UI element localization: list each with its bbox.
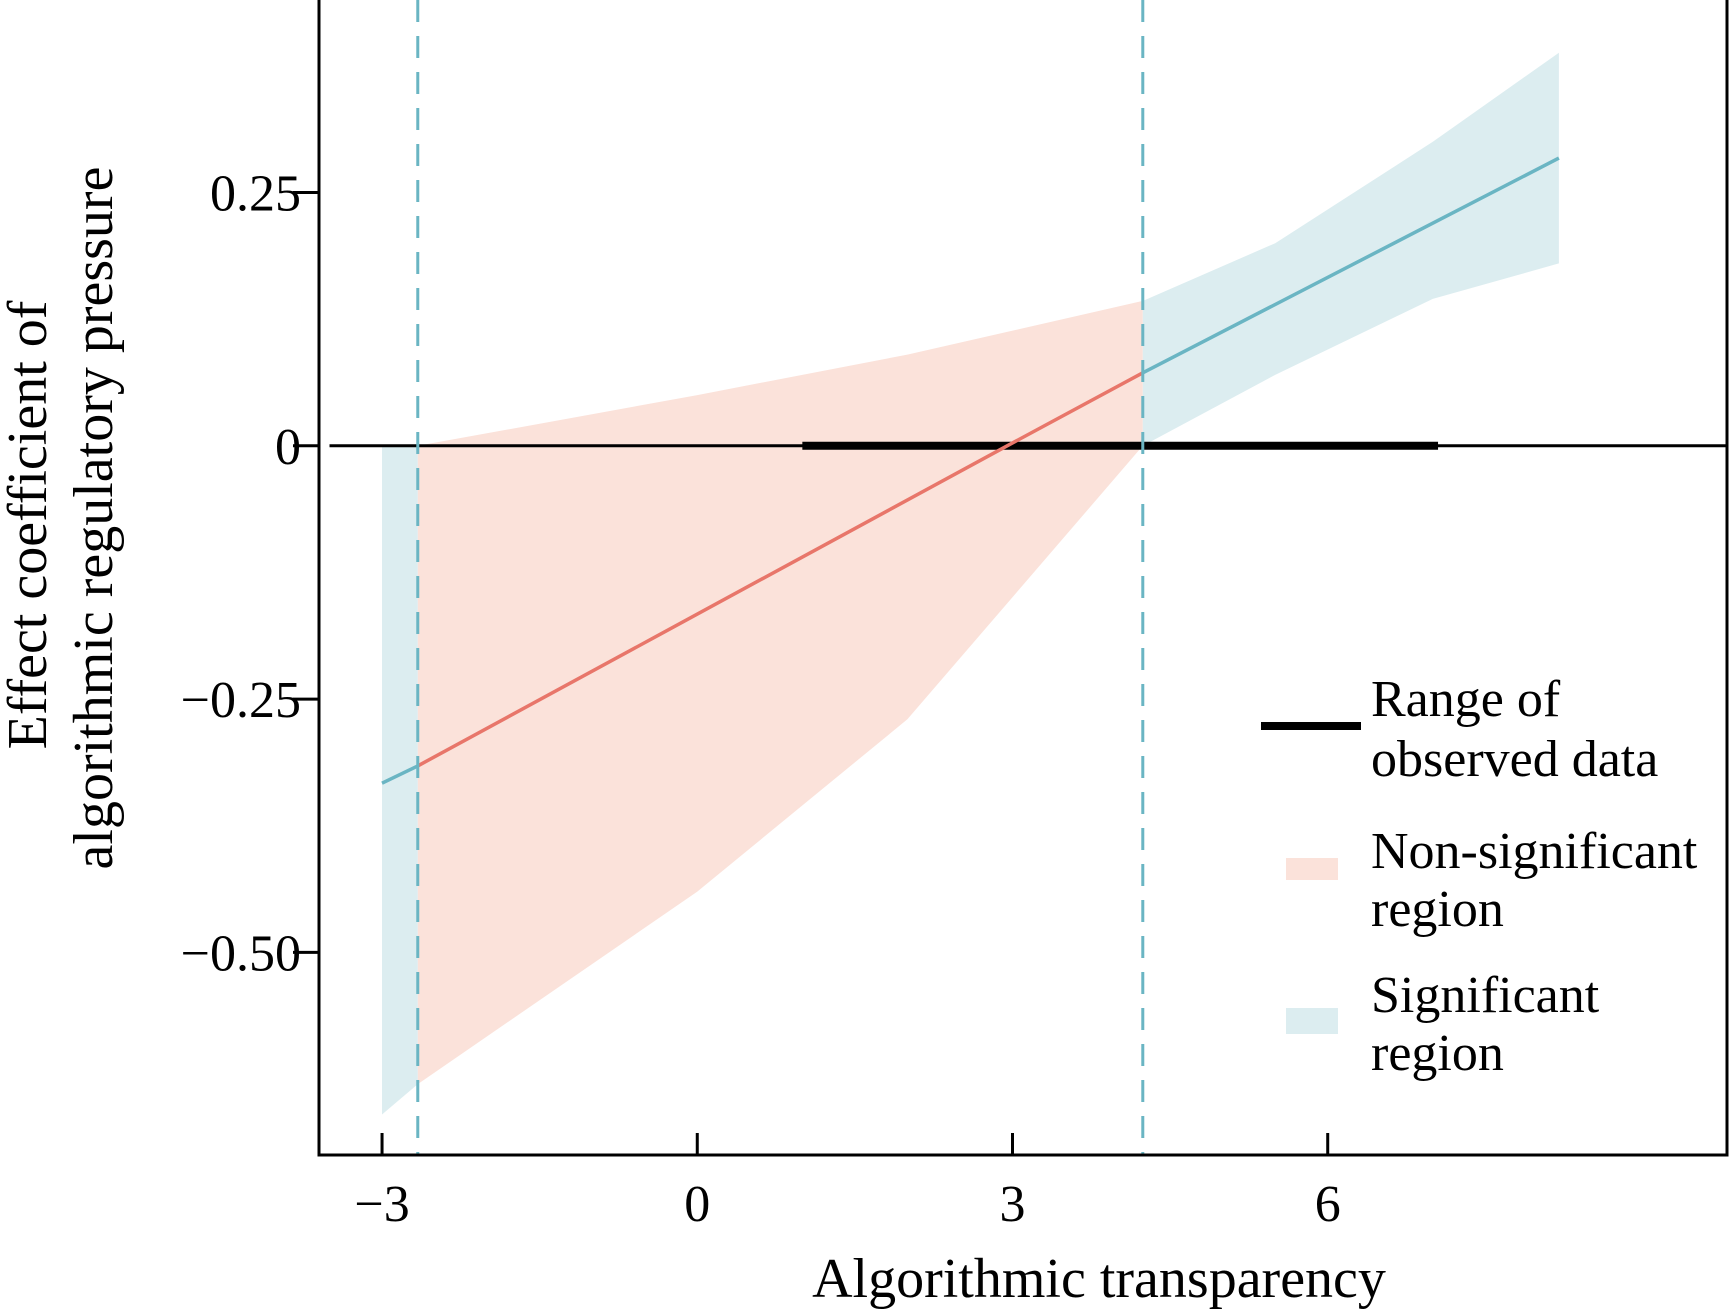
significant-region-right: [1142, 52, 1559, 446]
x-axis-label: Algorithmic transparency: [812, 1248, 1386, 1310]
effect-line-nonsignificant: [416, 371, 1144, 768]
legend-significant-line-1: Significant: [1371, 967, 1600, 1024]
x-tick-label: 3: [999, 1176, 1025, 1233]
effect-line-significant-left: [381, 764, 419, 785]
y-axis-label-line-2: algorithmic regulatory pressure: [63, 167, 125, 870]
axes: [317, 0, 1729, 1157]
y-tick-label: −0.25: [181, 672, 301, 729]
legend-nonsignificant-label: Non-significant region: [1371, 823, 1710, 938]
y-axis-label-line-1: Effect coefficient of: [0, 300, 59, 749]
ticks: −3 0 3 6 0.25 0 −0.25 −0.50: [181, 166, 1341, 1234]
legend: Range of observed data Non-significant r…: [1261, 671, 1710, 1082]
plot-frame: [317, 0, 1729, 1157]
legend-significant-label: Significant region: [1371, 967, 1612, 1082]
legend-significant-swatch: [1286, 1008, 1338, 1034]
legend-nonsignificant-line-2: region: [1371, 881, 1504, 938]
y-tick-label: 0: [275, 419, 301, 476]
plot-area: [329, 0, 1727, 1155]
legend-significant-line-2: region: [1371, 1025, 1504, 1082]
legend-observed-range-line-1: Range of: [1371, 671, 1561, 728]
y-axis-label: Effect coefficient of algorithmic regula…: [0, 167, 125, 870]
x-tick-label: 0: [684, 1176, 710, 1233]
significant-region-left: [382, 445, 418, 1115]
x-tick-label: 6: [1315, 1176, 1341, 1233]
effect-line-significant-right: [1141, 156, 1560, 375]
y-tick-label: 0.25: [210, 166, 301, 223]
y-tick-label: −0.50: [181, 925, 301, 982]
legend-observed-range-label: Range of observed data: [1371, 671, 1658, 788]
x-tick-label: −3: [354, 1176, 409, 1233]
legend-nonsignificant-line-1: Non-significant: [1371, 823, 1698, 880]
legend-nonsignificant-swatch: [1286, 858, 1338, 880]
legend-observed-range-line-2: observed data: [1371, 731, 1658, 788]
nonsignificant-region: [417, 300, 1143, 1085]
